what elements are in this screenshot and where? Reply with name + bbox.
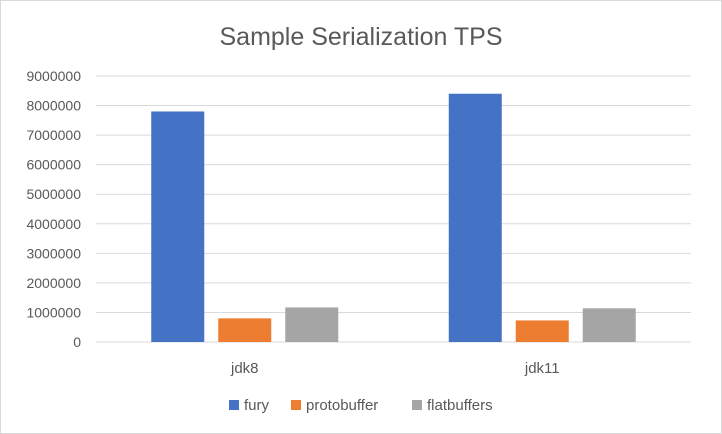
bar-fury-jdk8 [151, 111, 205, 342]
y-tick-label: 0 [73, 334, 81, 350]
y-tick-label: 7000000 [26, 127, 81, 143]
y-tick-label: 3000000 [26, 245, 81, 261]
chart-title: Sample Serialization TPS [219, 23, 502, 51]
legend: fury protobuffer flatbuffers [229, 397, 493, 414]
x-category-label: jdk8 [230, 360, 259, 377]
y-tick-label: 4000000 [26, 216, 81, 232]
legend-swatch-flatbuffers [412, 400, 422, 410]
legend-swatch-fury [229, 400, 239, 410]
y-tick-label: 5000000 [26, 186, 81, 202]
bar-fury-jdk11 [448, 93, 502, 342]
y-tick-label: 8000000 [26, 98, 81, 114]
legend-swatch-protobuffer [291, 400, 301, 410]
x-category-label: jdk11 [524, 360, 560, 377]
y-tick-label: 1000000 [26, 304, 81, 320]
bars [151, 93, 636, 342]
y-axis-ticks: 0 1000000 2000000 3000000 4000000 5000000 6000… [26, 68, 81, 350]
x-axis-categories: jdk8 jdk11 [230, 360, 560, 377]
bar-flatbuffers-jdk11 [582, 308, 636, 342]
bar-flatbuffers-jdk8 [285, 307, 339, 342]
y-tick-label: 6000000 [26, 157, 81, 173]
legend-label-protobuffer: protobuffer [306, 397, 378, 414]
legend-label-flatbuffers: flatbuffers [427, 397, 493, 414]
legend-label-fury: fury [244, 397, 270, 414]
bar-protobuffer-jdk11 [515, 320, 569, 342]
y-tick-label: 2000000 [26, 275, 81, 291]
bar-protobuffer-jdk8 [218, 318, 272, 342]
y-tick-label: 9000000 [26, 68, 81, 84]
